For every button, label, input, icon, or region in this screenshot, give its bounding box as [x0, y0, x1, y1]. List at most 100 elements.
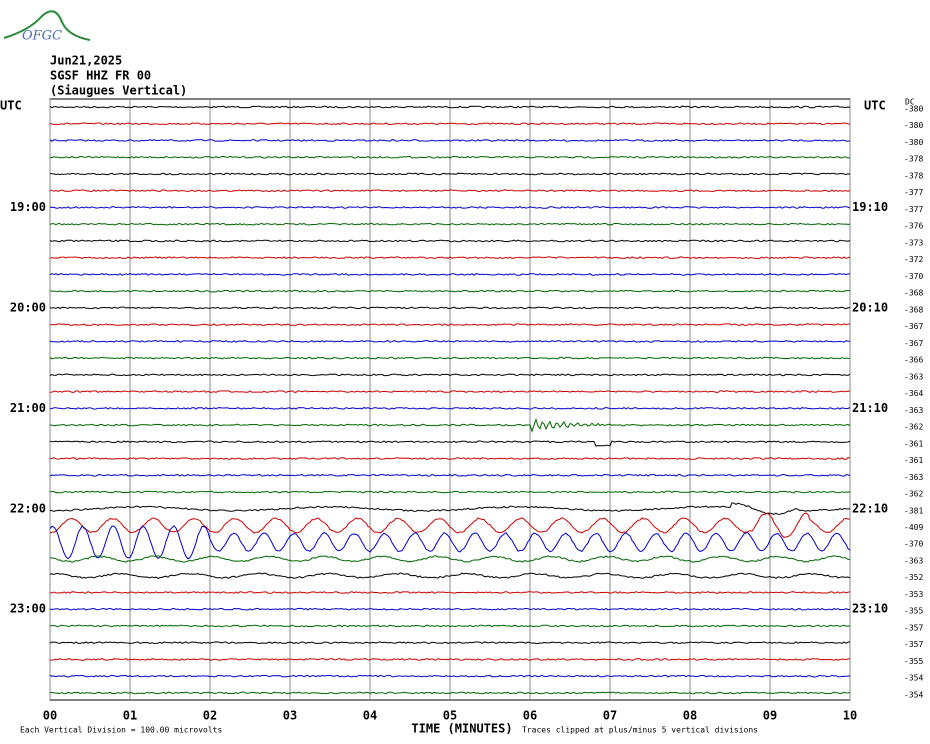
- trace: [49, 373, 851, 377]
- trace: [49, 272, 851, 276]
- trace: [49, 641, 851, 645]
- x-tick-label: 09: [763, 709, 777, 723]
- right-hour-label: 23:10: [852, 602, 888, 616]
- dc-value: -368: [904, 305, 923, 314]
- dc-value: -361: [904, 439, 923, 448]
- trace: [49, 473, 851, 477]
- left-hour-label: 20:00: [10, 300, 46, 314]
- x-tick-label: 06: [523, 709, 537, 723]
- left-hour-label: 23:00: [10, 602, 46, 616]
- dc-value: -364: [904, 389, 923, 398]
- trace: [49, 289, 851, 293]
- dc-value: -378: [904, 171, 923, 180]
- trace: [49, 440, 851, 447]
- dc-value: -377: [904, 188, 923, 197]
- trace: [49, 189, 851, 193]
- dc-value: -361: [904, 456, 923, 465]
- dc-value: -380: [904, 138, 923, 147]
- component: (Siaugues Vertical): [50, 84, 187, 98]
- logo-text: OFGC: [22, 29, 62, 44]
- dc-value: -409: [904, 523, 923, 532]
- station: SGSF HHZ FR 00: [50, 69, 151, 83]
- dc-value: -377: [904, 205, 923, 214]
- trace: [49, 172, 851, 176]
- dc-value: -362: [904, 423, 923, 432]
- right-utc: UTC: [864, 99, 886, 113]
- x-tick-label: 08: [683, 709, 697, 723]
- trace: [49, 674, 851, 678]
- dc-value: -363: [904, 372, 923, 381]
- dc-value: -373: [904, 238, 923, 247]
- x-tick-label: 05: [443, 709, 457, 723]
- dc-value: -354: [904, 674, 923, 683]
- dc-value: -367: [904, 339, 923, 348]
- trace: [49, 512, 851, 538]
- logo: OFGC: [3, 10, 91, 44]
- trace: [49, 222, 851, 226]
- dc-value: -353: [904, 590, 923, 599]
- dc-value: -368: [904, 289, 923, 298]
- x-tick-label: 07: [603, 709, 617, 723]
- left-hour-label: 19:00: [10, 200, 46, 214]
- left-hour-label: 22:00: [10, 501, 46, 515]
- right-hour-label: 22:10: [852, 501, 888, 515]
- dc-value: -376: [904, 222, 923, 231]
- trace: [49, 139, 851, 142]
- trace: [49, 155, 851, 159]
- x-tick-label: 00: [43, 709, 57, 723]
- x-tick-label: 03: [283, 709, 297, 723]
- clip-note: Traces clipped at plus/minus 5 vertical …: [522, 726, 758, 735]
- trace: [49, 205, 851, 209]
- dc-value: -380: [904, 121, 923, 130]
- trace: [49, 525, 851, 560]
- scale-note: Each Vertical Division = 100.00 microvol…: [20, 726, 222, 735]
- trace: [50, 406, 851, 410]
- x-tick-label: 02: [203, 709, 217, 723]
- right-hour-label: 21:10: [852, 401, 888, 415]
- trace: [49, 490, 851, 494]
- dc-value: -366: [904, 356, 923, 365]
- dc-value: -355: [904, 657, 923, 666]
- x-axis-title: TIME (MINUTES): [411, 722, 512, 736]
- trace: [49, 306, 851, 310]
- trace: [49, 658, 851, 661]
- trace: [49, 323, 850, 327]
- dc-value: -370: [904, 540, 923, 549]
- trace: [49, 572, 851, 580]
- trace: [49, 591, 851, 594]
- dc-value: -370: [904, 272, 923, 281]
- trace: [49, 417, 851, 433]
- dc-value: -357: [904, 623, 923, 632]
- trace: [49, 356, 851, 360]
- dc-value: -363: [904, 473, 923, 482]
- dc-value: -367: [904, 322, 923, 331]
- dc-value: -352: [904, 573, 923, 582]
- logo-mark: [3, 10, 91, 41]
- trace: [50, 691, 851, 695]
- dc-value: -372: [904, 255, 923, 264]
- left-utc: UTC: [0, 99, 22, 113]
- left-hour-label: 21:00: [10, 401, 46, 415]
- trace: [49, 122, 851, 126]
- dc-value: -355: [904, 607, 923, 616]
- date: Jun21,2025: [50, 54, 122, 68]
- dc-value: -363: [904, 556, 923, 565]
- x-tick-label: 01: [123, 709, 137, 723]
- trace: [49, 256, 851, 260]
- trace: [49, 339, 851, 343]
- dc-value: -381: [904, 506, 923, 515]
- trace: [49, 607, 851, 611]
- dc-header: DC: [905, 98, 915, 107]
- x-tick-label: 04: [363, 709, 377, 723]
- trace: [49, 502, 851, 515]
- trace: [49, 239, 851, 243]
- dc-value: -363: [904, 406, 923, 415]
- dc-value: -357: [904, 640, 923, 649]
- right-hour-label: 19:10: [852, 200, 888, 214]
- dc-value: -362: [904, 490, 923, 499]
- dc-value: -378: [904, 155, 923, 164]
- dc-value: -380: [904, 105, 923, 114]
- trace: [49, 555, 851, 563]
- trace: [49, 105, 851, 109]
